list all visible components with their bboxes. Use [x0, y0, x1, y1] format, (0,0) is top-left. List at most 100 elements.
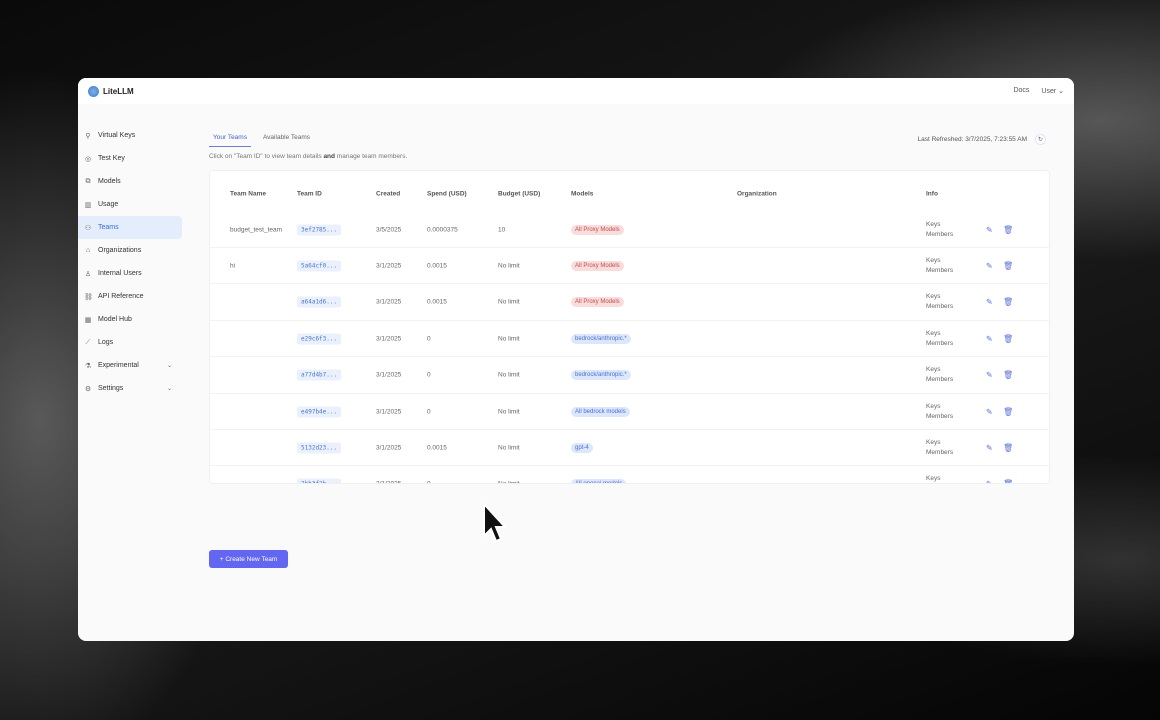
team-id-link[interactable]: 5132d23...	[297, 442, 342, 454]
budget: No limit	[498, 481, 520, 483]
sidebar-item-label: Model Hub	[98, 316, 132, 323]
created-date: 3/1/2025	[376, 408, 402, 415]
column-header[interactable]: Organization	[737, 190, 777, 198]
hint-bold: and	[323, 153, 335, 160]
chevron-down-icon: ⌄	[1058, 88, 1064, 95]
team-icon: ⚇	[84, 224, 92, 232]
edit-icon[interactable]: ✎	[986, 261, 993, 271]
sidebar-item-logs[interactable]: ⟋ Logs	[78, 331, 182, 354]
team-name: hi	[230, 262, 236, 270]
sidebar-item-usage[interactable]: ▥ Usage	[78, 193, 182, 216]
column-header[interactable]: Spend (USD)	[427, 190, 467, 198]
app-name: LiteLLM	[103, 86, 134, 96]
team-id-link[interactable]: 2bb3f2b...	[297, 478, 342, 483]
sidebar-item-models[interactable]: ⧉ Models	[78, 170, 182, 193]
edit-icon[interactable]: ✎	[986, 443, 993, 453]
docs-link[interactable]: Docs	[1013, 87, 1030, 94]
edit-icon[interactable]: ✎	[986, 480, 993, 483]
api-icon: ⛓	[84, 293, 93, 301]
spend: 0	[427, 408, 431, 415]
delete-icon[interactable]: 🗑︎	[1003, 370, 1014, 380]
team-id-link[interactable]: e497b4e...	[297, 406, 342, 417]
chevron-down-icon: ⌄	[166, 363, 172, 369]
sidebar-item-internal-users[interactable]: ♙ Internal Users	[78, 262, 182, 285]
sidebar-item-virtual-keys[interactable]: ⚲ Virtual Keys	[78, 124, 182, 147]
user-label: User	[1041, 88, 1057, 95]
members-label: Members	[926, 339, 954, 347]
edit-icon[interactable]: ✎	[986, 370, 993, 380]
create-new-team-button[interactable]: + Create New Team	[209, 550, 288, 568]
spend: 0.0015	[427, 262, 447, 270]
column-header[interactable]: Budget (USD)	[498, 190, 541, 198]
table-row: 2bb3f2b... 3/1/2025 0 No limit All opena…	[210, 467, 1049, 483]
user-menu[interactable]: User ⌄	[1041, 87, 1064, 95]
delete-icon[interactable]: 🗑︎	[1003, 480, 1013, 483]
budget: No limit	[498, 262, 520, 270]
sidebar-item-label: Teams	[98, 224, 119, 231]
keys-label: Keys	[926, 220, 941, 228]
budget: No limit	[498, 444, 520, 452]
keys-label: Keys	[926, 438, 941, 446]
edit-icon[interactable]: ✎	[986, 297, 993, 307]
sidebar-item-label: Settings	[98, 385, 124, 392]
delete-icon[interactable]: 🗑︎	[1003, 443, 1014, 453]
sidebar-item-organizations[interactable]: ⌂ Organizations	[78, 239, 182, 262]
column-header[interactable]: Team ID	[297, 190, 322, 198]
spend: 0.0015	[427, 298, 447, 306]
sidebar-item-label: Models	[98, 178, 121, 185]
bar-chart-icon: ▥	[84, 201, 92, 209]
refresh-button[interactable]: ↻	[1035, 134, 1046, 145]
budget: 10	[498, 226, 506, 233]
sidebar-item-label: Usage	[98, 201, 119, 208]
delete-icon[interactable]: 🗑︎	[1003, 261, 1014, 271]
delete-icon[interactable]: 🗑︎	[1003, 407, 1014, 416]
budget: No limit	[498, 298, 520, 306]
created-date: 3/1/2025	[376, 371, 402, 379]
members-label: Members	[926, 303, 954, 311]
edit-icon[interactable]: ✎	[986, 334, 993, 344]
model-badge: bedrock/anthropic.*	[571, 333, 631, 344]
logo[interactable]: LiteLLM	[88, 85, 134, 97]
sidebar-item-settings[interactable]: ⚙ Settings ⌄	[78, 377, 182, 400]
team-id-link[interactable]: 5a64cf0...	[297, 260, 342, 272]
keys-label: Keys	[926, 293, 941, 301]
model-badge: bedrock/anthropic.*	[571, 370, 631, 381]
members-label: Members	[926, 376, 954, 384]
sidebar-item-model-hub[interactable]: ▦ Model Hub	[78, 308, 182, 331]
column-header[interactable]: Created	[376, 190, 401, 198]
delete-icon[interactable]: 🗑︎	[1003, 334, 1014, 344]
team-id-link[interactable]: 3ef2785...	[297, 224, 342, 235]
line-chart-icon: ⟋	[85, 338, 91, 346]
sidebar-item-label: Test Key	[98, 155, 125, 162]
team-id-link[interactable]: a64a1d6...	[297, 296, 342, 308]
column-header[interactable]: Team Name	[230, 190, 267, 198]
delete-icon[interactable]: 🗑︎	[1003, 297, 1014, 307]
block-icon: ⧉	[85, 177, 91, 185]
table-row: hi 5a64cf0... 3/1/2025 0.0015 No limit A…	[210, 248, 1049, 285]
budget: No limit	[498, 335, 520, 343]
sidebar-item-experimental[interactable]: ⚗ Experimental ⌄	[78, 354, 182, 377]
created-date: 3/1/2025	[376, 262, 402, 270]
members-label: Members	[926, 412, 954, 420]
edit-icon[interactable]: ✎	[986, 407, 993, 416]
column-header[interactable]: Models	[571, 190, 594, 198]
team-id-link[interactable]: a77d4b7...	[297, 369, 342, 381]
column-header[interactable]: Info	[926, 190, 938, 198]
sidebar-item-api-reference[interactable]: ⛓ API Reference	[78, 285, 182, 308]
tab-available-teams[interactable]: Available Teams	[262, 134, 311, 141]
sidebar-item-teams[interactable]: ⚇ Teams	[78, 216, 182, 239]
table-row: e29c6f3... 3/1/2025 0 No limit bedrock/a…	[210, 321, 1049, 358]
sidebar-item-test-key[interactable]: ◎ Test Key	[78, 147, 182, 170]
delete-icon[interactable]: 🗑︎	[1003, 225, 1014, 234]
bank-icon: ⌂	[85, 247, 91, 254]
keys-label: Keys	[926, 475, 941, 483]
team-id-link[interactable]: e29c6f3...	[297, 333, 342, 345]
model-badge: All openai models	[571, 479, 627, 483]
edit-icon[interactable]: ✎	[986, 225, 993, 234]
tab-your-teams[interactable]: Your Teams	[209, 132, 251, 147]
